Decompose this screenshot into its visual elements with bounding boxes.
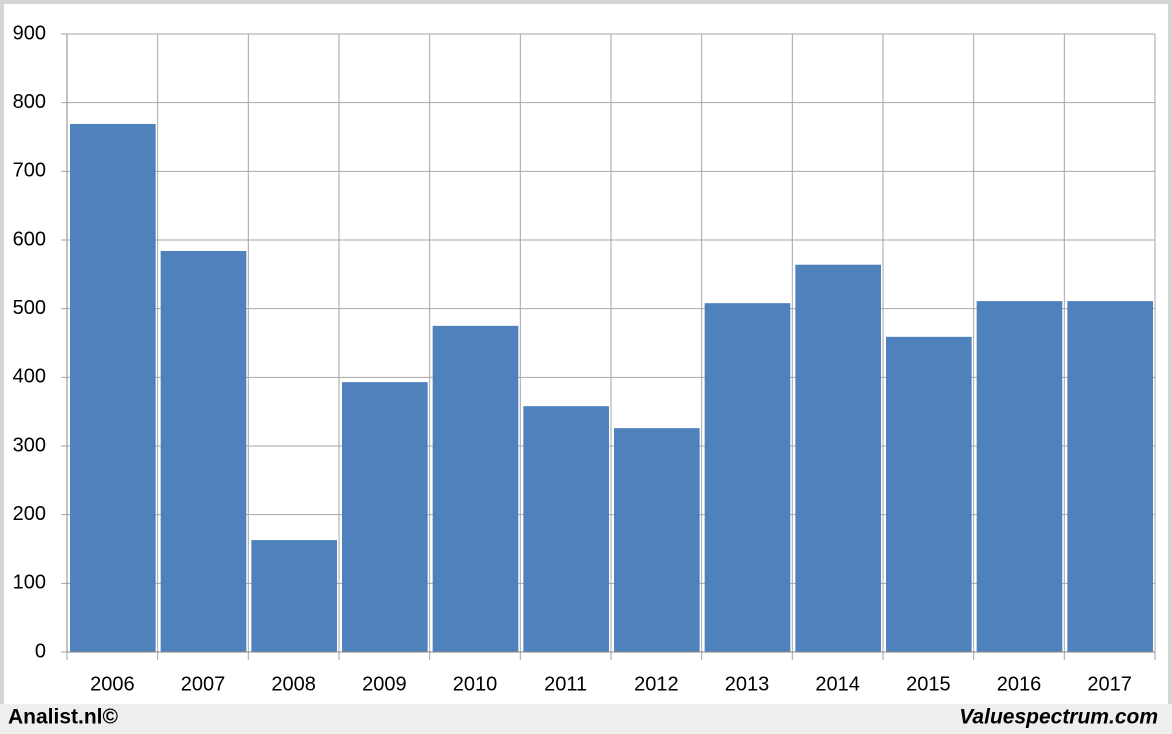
y-tick-label: 500 xyxy=(13,297,46,319)
bar xyxy=(432,325,519,652)
bar xyxy=(342,382,428,652)
bar xyxy=(251,540,337,652)
x-tick-label: 2010 xyxy=(453,673,498,695)
y-tick-label: 0 xyxy=(35,640,46,662)
x-tick-label: 2012 xyxy=(634,673,679,695)
bar xyxy=(795,264,881,652)
x-tick-label: 2017 xyxy=(1087,673,1132,695)
y-tick-label: 900 xyxy=(13,22,46,44)
bar xyxy=(886,336,972,652)
x-tick-label: 2014 xyxy=(815,673,860,695)
footer-bar xyxy=(0,704,1172,734)
x-tick-label: 2016 xyxy=(997,673,1042,695)
x-tick-label: 2009 xyxy=(362,673,407,695)
x-tick-label: 2006 xyxy=(90,673,135,695)
y-tick-label: 700 xyxy=(13,160,46,182)
bar xyxy=(614,428,700,652)
y-tick-label: 300 xyxy=(13,434,46,456)
x-tick-label: 2013 xyxy=(725,673,770,695)
y-tick-label: 800 xyxy=(13,91,46,113)
bar xyxy=(523,406,609,652)
x-tick-label: 2011 xyxy=(544,673,587,695)
bar xyxy=(1067,301,1153,652)
x-tick-label: 2008 xyxy=(271,673,316,695)
bar xyxy=(704,303,791,652)
y-tick-label: 200 xyxy=(13,503,46,525)
bar xyxy=(976,301,1063,652)
footer-left: Analist.nl© xyxy=(8,706,119,729)
y-tick-label: 100 xyxy=(13,572,46,594)
bar xyxy=(70,123,156,653)
footer-right: Valuespectrum.com xyxy=(959,706,1158,729)
x-tick-label: 2007 xyxy=(181,673,226,695)
y-tick-label: 600 xyxy=(13,228,46,250)
x-tick-label: 2015 xyxy=(906,673,951,695)
bar xyxy=(160,250,247,652)
y-tick-label: 400 xyxy=(13,366,46,388)
